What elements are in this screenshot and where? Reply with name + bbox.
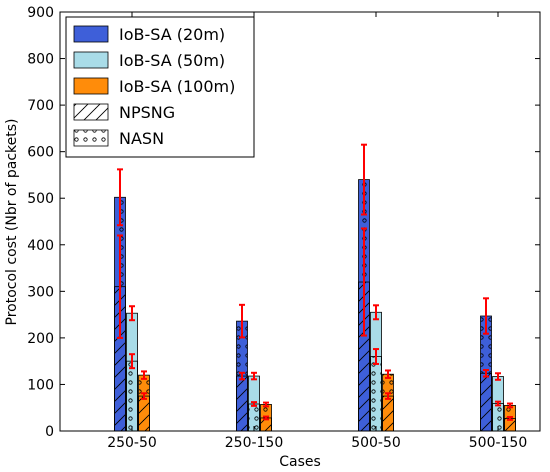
legend-swatch-3 [73,103,109,121]
overlay-bar-2-0 [138,395,150,432]
y-axis: 0 100 200 300 400 500 600 700 800 900 [27,5,540,440]
x-tick-label: 250-50 [107,435,157,451]
legend-swatch-1 [73,51,109,69]
legend-label: IoB-SA (20m) [119,25,225,44]
y-axis-label: Protocol cost (Nbr of packets) [4,119,20,326]
y-tick-label: 500 [27,191,54,207]
x-axis: 250-50 250-150 500-50 500-150 [107,12,527,451]
nasn-region-2-0 [138,375,150,397]
overlay-bar-1-0 [126,360,138,432]
x-tick-label: 250-150 [225,435,284,451]
legend-label: NASN [119,129,164,148]
y-tick-label: 400 [27,238,54,254]
overlay-bar-1-2 [370,356,382,432]
nasn-region-2-3 [504,405,516,419]
y-tick-label: 900 [27,5,54,21]
y-tick-label: 300 [27,284,54,300]
y-tick-label: 0 [45,424,54,440]
legend-swatch-2 [73,77,109,95]
y-tick-label: 800 [27,52,54,68]
legend-label: IoB-SA (100m) [119,77,235,96]
plot-frame [59,11,541,432]
y-tick-label: 700 [27,98,54,114]
overlay-bar-0-1 [236,375,248,432]
x-tick-label: 500-150 [469,435,528,451]
x-tick-label: 500-50 [351,435,401,451]
legend-label: IoB-SA (50m) [119,51,225,70]
nasn-region-0-1 [236,321,248,377]
nasn-region-2-2 [382,374,394,397]
overlay-bar-2-2 [382,395,394,432]
error-bars-layer [117,143,513,421]
x-axis-label: Cases [279,454,321,470]
legend-label: NPSNG [119,103,175,122]
y-tick-label: 600 [27,145,54,161]
legend: IoB-SA (20m) IoB-SA (50m) IoB-SA (100m) NPS… [65,16,255,158]
overlay-bar-0-3 [480,372,492,432]
legend-swatch-4 [73,129,109,147]
bars-layer [114,179,516,432]
legend-swatch-0 [73,25,109,43]
nasn-region-0-3 [480,316,492,374]
nasn-region-2-1 [260,404,272,418]
y-tick-label: 100 [27,377,54,393]
y-tick-label: 200 [27,331,54,347]
